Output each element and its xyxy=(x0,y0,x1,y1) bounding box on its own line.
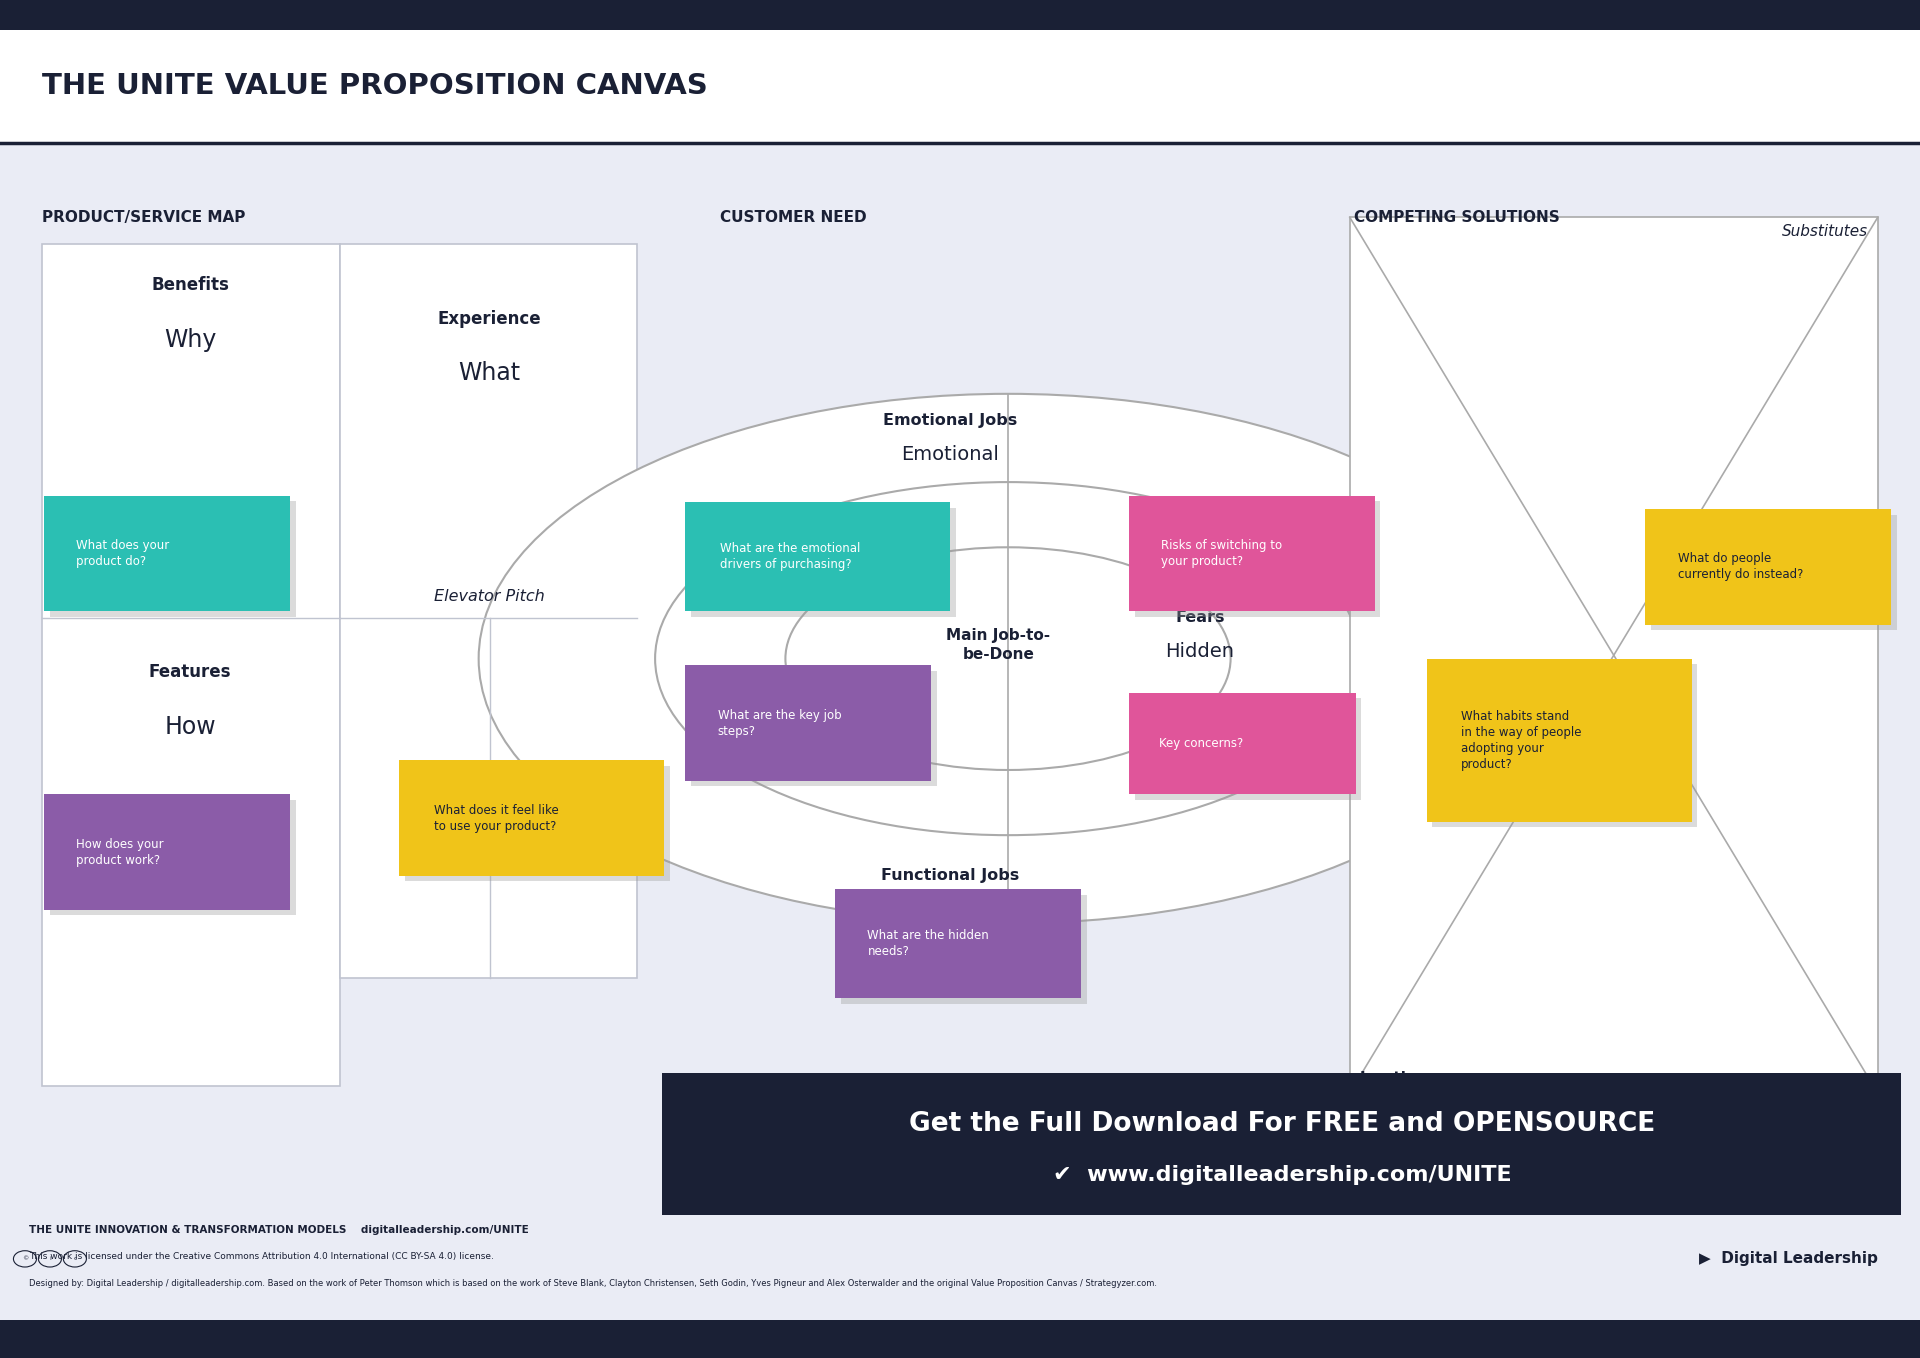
Text: PRODUCT/SERVICE MAP: PRODUCT/SERVICE MAP xyxy=(42,210,246,225)
Text: ©: © xyxy=(21,1256,29,1262)
Text: ▶  Digital Leadership: ▶ Digital Leadership xyxy=(1699,1251,1878,1267)
FancyBboxPatch shape xyxy=(1427,659,1692,822)
Text: What are the hidden
needs?: What are the hidden needs? xyxy=(868,929,989,959)
FancyBboxPatch shape xyxy=(50,800,296,915)
Text: Get the Full Download For FREE and OPENSOURCE: Get the Full Download For FREE and OPENS… xyxy=(910,1111,1655,1138)
Text: Fears: Fears xyxy=(1175,610,1225,626)
Text: Emotional Jobs: Emotional Jobs xyxy=(883,413,1018,429)
Text: How: How xyxy=(165,714,215,739)
Text: What does it feel like
to use your product?: What does it feel like to use your produ… xyxy=(434,804,559,832)
FancyBboxPatch shape xyxy=(691,671,937,786)
Text: What habits stand
in the way of people
adopting your
product?: What habits stand in the way of people a… xyxy=(1461,710,1582,770)
Text: How does your
product work?: How does your product work? xyxy=(77,838,163,866)
Text: Key concerns?: Key concerns? xyxy=(1160,737,1244,750)
Text: Rational: Rational xyxy=(910,900,991,919)
FancyBboxPatch shape xyxy=(42,244,340,1086)
Text: Emotional: Emotional xyxy=(902,445,998,464)
Text: THE UNITE INNOVATION & TRANSFORMATION MODELS    digitalleadership.com/UNITE: THE UNITE INNOVATION & TRANSFORMATION MO… xyxy=(29,1225,528,1234)
FancyBboxPatch shape xyxy=(1135,698,1361,800)
FancyBboxPatch shape xyxy=(691,508,956,617)
Text: This work is licensed under the Creative Commons Attribution 4.0 International (: This work is licensed under the Creative… xyxy=(29,1252,493,1262)
FancyBboxPatch shape xyxy=(0,30,1920,143)
Text: Inertia: Inertia xyxy=(1359,1071,1417,1086)
Text: COMPETING SOLUTIONS: COMPETING SOLUTIONS xyxy=(1354,210,1559,225)
FancyBboxPatch shape xyxy=(0,1320,1920,1358)
FancyBboxPatch shape xyxy=(685,665,931,781)
Text: Features: Features xyxy=(150,663,230,682)
FancyBboxPatch shape xyxy=(1645,509,1891,625)
FancyBboxPatch shape xyxy=(0,0,1920,30)
Ellipse shape xyxy=(785,547,1231,770)
FancyBboxPatch shape xyxy=(0,143,1920,1222)
FancyBboxPatch shape xyxy=(340,244,637,978)
FancyBboxPatch shape xyxy=(685,502,950,611)
Text: Substitutes: Substitutes xyxy=(1782,224,1868,239)
FancyBboxPatch shape xyxy=(1651,515,1897,630)
Text: c: c xyxy=(73,1256,77,1262)
FancyBboxPatch shape xyxy=(44,794,290,910)
FancyBboxPatch shape xyxy=(835,889,1081,998)
FancyBboxPatch shape xyxy=(1129,496,1375,611)
Text: ✔  www.digitalleadership.com/UNITE: ✔ www.digitalleadership.com/UNITE xyxy=(1054,1165,1511,1184)
Text: What: What xyxy=(459,361,520,386)
Text: Designed by: Digital Leadership / digitalleadership.com. Based on the work of Pe: Designed by: Digital Leadership / digita… xyxy=(29,1279,1156,1289)
FancyBboxPatch shape xyxy=(841,895,1087,1004)
Text: Why: Why xyxy=(163,327,217,352)
Text: Benefits: Benefits xyxy=(152,276,228,295)
FancyBboxPatch shape xyxy=(399,760,664,876)
FancyBboxPatch shape xyxy=(1135,501,1380,617)
Text: Experience: Experience xyxy=(438,310,541,329)
FancyBboxPatch shape xyxy=(1432,664,1697,827)
FancyBboxPatch shape xyxy=(405,766,670,881)
Text: What are the key job
steps?: What are the key job steps? xyxy=(718,709,841,737)
FancyBboxPatch shape xyxy=(44,496,290,611)
Text: Elevator Pitch: Elevator Pitch xyxy=(434,589,545,604)
Text: CUSTOMER NEED: CUSTOMER NEED xyxy=(720,210,866,225)
Text: Risks of switching to
your product?: Risks of switching to your product? xyxy=(1162,539,1283,568)
Text: Hidden: Hidden xyxy=(1165,642,1235,661)
Text: What are the emotional
drivers of purchasing?: What are the emotional drivers of purcha… xyxy=(720,542,860,572)
Ellipse shape xyxy=(478,394,1538,923)
Ellipse shape xyxy=(655,482,1361,835)
FancyBboxPatch shape xyxy=(50,501,296,617)
FancyBboxPatch shape xyxy=(1350,217,1878,1093)
Text: What do people
currently do instead?: What do people currently do instead? xyxy=(1678,553,1803,581)
Text: Main Job-to-
be-Done: Main Job-to- be-Done xyxy=(947,627,1050,663)
FancyBboxPatch shape xyxy=(662,1073,1901,1215)
Text: What does your
product do?: What does your product do? xyxy=(77,539,169,568)
Text: THE UNITE VALUE PROPOSITION CANVAS: THE UNITE VALUE PROPOSITION CANVAS xyxy=(42,72,708,99)
Text: Functional Jobs: Functional Jobs xyxy=(881,868,1020,884)
FancyBboxPatch shape xyxy=(1129,693,1356,794)
